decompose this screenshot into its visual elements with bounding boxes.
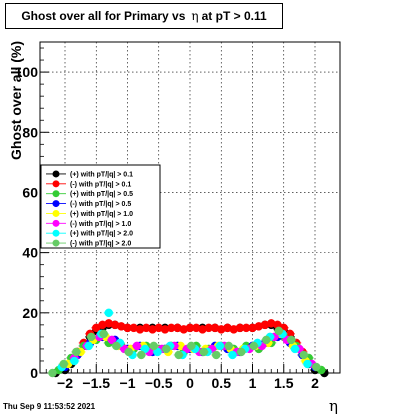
- data-point: [187, 342, 195, 350]
- data-point: [60, 360, 68, 368]
- x-tick-label: −1: [120, 375, 136, 391]
- legend-entry-label: (+) with pT/|q| > 1.0: [70, 211, 133, 218]
- legend-entry-label: (-) with pT/|q| > 1.0: [70, 221, 131, 228]
- legend-marker: [53, 240, 60, 247]
- data-point: [150, 342, 158, 350]
- legend-entry-label: (-) with pT/|q| > 2.0: [70, 241, 131, 248]
- data-point: [229, 351, 237, 359]
- data-point: [125, 348, 133, 356]
- data-point: [237, 348, 245, 356]
- y-tick-label: 80: [22, 124, 38, 140]
- data-point: [262, 336, 270, 344]
- y-axis-label: Ghost over all (%): [8, 41, 24, 160]
- data-point: [137, 351, 145, 359]
- x-tick-label: 1: [249, 375, 257, 391]
- legend-entry-label: (+) with pT/|q| > 0.1: [70, 171, 133, 178]
- legend-entry-label: (+) with pT/|q| > 0.5: [70, 191, 133, 198]
- data-point: [175, 351, 183, 359]
- legend-marker: [53, 200, 60, 207]
- legend-entry-label: (-) with pT/|q| > 0.5: [70, 201, 131, 208]
- data-points: [48, 309, 330, 377]
- data-point: [85, 342, 93, 350]
- data-point: [287, 336, 295, 344]
- y-tick-label: 20: [22, 305, 38, 321]
- data-point: [70, 357, 78, 365]
- legend: (+) with pT/|q| > 0.1 (-) with pT/|q| > 0…: [41, 165, 160, 248]
- y-tick-label: 40: [22, 245, 38, 261]
- data-point: [49, 369, 57, 377]
- x-tick-label: 1.5: [274, 375, 294, 391]
- data-point: [304, 360, 312, 368]
- data-point: [72, 348, 80, 356]
- y-tick-label: 60: [22, 184, 38, 200]
- legend-marker: [53, 190, 60, 197]
- data-point: [133, 342, 141, 350]
- data-point: [250, 342, 258, 350]
- legend-entry-label: (-) with pT/|q| > 0.1: [70, 181, 131, 188]
- x-tick-label: 2: [311, 375, 319, 391]
- x-tick-label: −0.5: [145, 375, 173, 391]
- y-tick-label: 0: [30, 365, 38, 381]
- x-tick-label: −2: [57, 375, 73, 391]
- timestamp: Thu Sep 9 11:53:52 2021: [3, 402, 95, 411]
- x-axis-label: η: [329, 397, 338, 415]
- legend-marker: [53, 180, 60, 187]
- data-point: [216, 342, 224, 350]
- data-point: [291, 345, 299, 353]
- data-point: [112, 342, 120, 350]
- legend-marker: [53, 230, 60, 237]
- x-tick-label: −1.5: [82, 375, 110, 391]
- data-point: [300, 351, 308, 359]
- legend-entry-label: (+) with pT/|q| > 2.0: [70, 231, 133, 238]
- legend-marker: [53, 220, 60, 227]
- legend-marker: [53, 210, 60, 217]
- x-tick-label: 0: [186, 375, 194, 391]
- data-point: [225, 342, 233, 350]
- data-point: [162, 345, 170, 353]
- data-point: [275, 327, 283, 335]
- data-point: [87, 333, 95, 341]
- legend-marker: [53, 170, 60, 177]
- data-point: [212, 351, 220, 359]
- data-point: [200, 348, 208, 356]
- x-tick-label: 0.5: [212, 375, 232, 391]
- data-point: [105, 309, 113, 317]
- data-point: [312, 363, 320, 371]
- data-point: [100, 330, 108, 338]
